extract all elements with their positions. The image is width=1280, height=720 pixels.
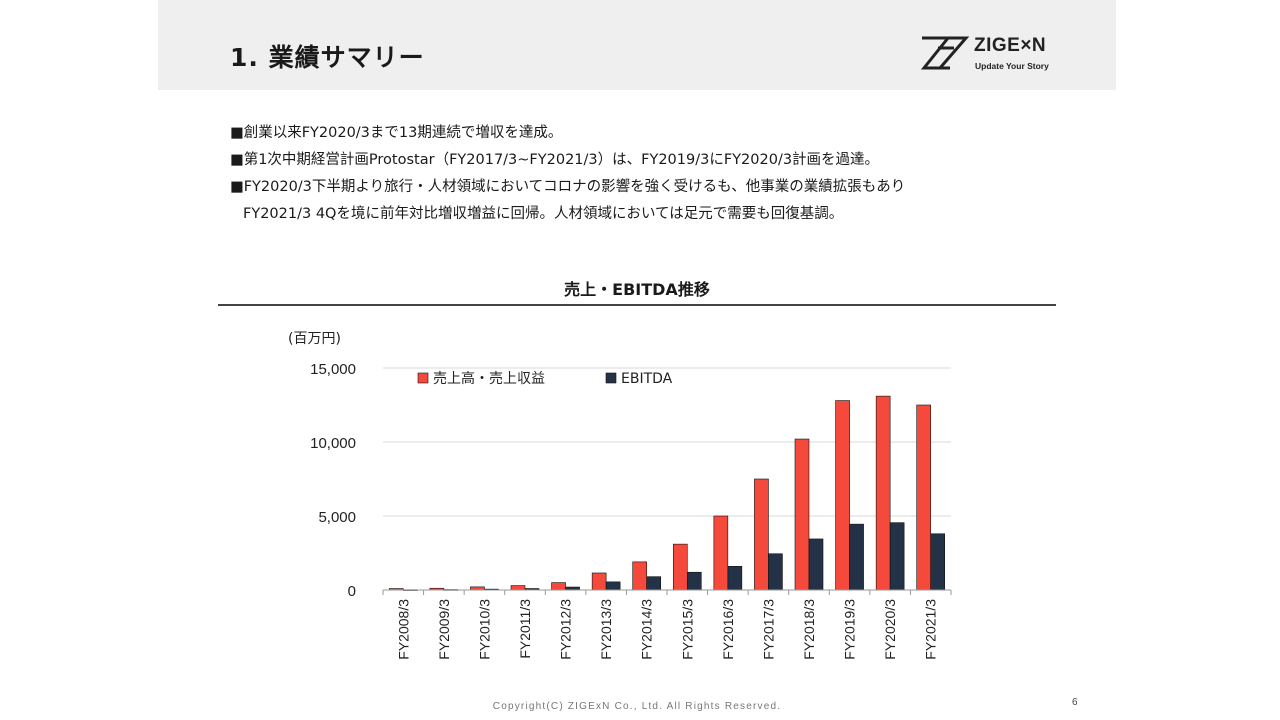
company-logo: ZIGE×N Update Your Story	[918, 34, 1058, 76]
ebitda-bar	[930, 533, 946, 591]
x-tick-label: FY2018/3	[801, 599, 817, 660]
x-tick-label: FY2008/3	[395, 599, 411, 660]
x-tick-label: FY2009/3	[436, 599, 452, 660]
x-tick-label: FY2015/3	[679, 599, 695, 660]
ebitda-bar	[768, 553, 783, 591]
revenue-ebitda-chart: (百万円) 0 5,000 10,000 15,000 FY2008/3 FY2009/3 F…	[288, 331, 952, 660]
x-tick-label: FY2017/3	[760, 599, 776, 660]
legend-label-revenue: 売上高・売上収益	[433, 370, 545, 387]
x-tick-label: FY2020/3	[882, 599, 898, 660]
chart-title: 売上・EBITDA推移	[564, 280, 710, 299]
revenue-bar	[591, 572, 607, 591]
legend-swatch-revenue	[417, 372, 429, 384]
x-tick-label: FY2012/3	[558, 599, 574, 660]
ebitda-bar	[605, 581, 621, 591]
revenue-bar	[916, 404, 932, 591]
ebitda-bar	[727, 566, 743, 591]
ebitda-bar	[849, 523, 864, 591]
chart-title-rule	[218, 304, 1056, 306]
ebitda-bar	[686, 571, 702, 591]
footer-copyright: Copyright(C) ZIGExN Co., Ltd. All Rights…	[492, 701, 782, 712]
slide: 1. 業績サマリー ZIGE×N Update Your Story ■創業以来…	[158, 0, 1116, 720]
header-bar: 1. 業績サマリー ZIGE×N Update Your Story	[158, 0, 1116, 90]
bullet-1: ■創業以来FY2020/3まで13期連続で増収を達成。	[230, 125, 563, 141]
revenue-bar	[713, 515, 729, 591]
y-tick-label: 15,000	[310, 361, 356, 378]
x-tick-label: FY2014/3	[639, 599, 655, 660]
ebitda-bar	[808, 538, 824, 591]
y-tick-label: 5,000	[318, 509, 356, 526]
revenue-bar	[875, 395, 891, 591]
bullet-3: ■FY2020/3下半期より旅行・人材領域においてコロナの影響を強く受けるも、他…	[230, 179, 906, 195]
summary-bullets: ■創業以来FY2020/3まで13期連続で増収を達成。 ■第1次中期経営計画Pr…	[230, 120, 905, 228]
page-title: 1. 業績サマリー	[230, 43, 425, 72]
ebitda-bar	[646, 576, 662, 591]
logo-tagline: Update Your Story	[975, 61, 1049, 71]
revenue-bar	[632, 561, 648, 591]
x-tick-label: FY2016/3	[720, 599, 736, 660]
revenue-bar	[754, 478, 769, 591]
page-number: 6	[1072, 697, 1078, 708]
x-tick-label: FY2013/3	[598, 599, 614, 660]
x-tick-label: FY2019/3	[842, 599, 858, 660]
zigexn-z-icon	[920, 36, 970, 70]
x-tick-label: FY2011/3	[517, 599, 533, 659]
legend-label-ebitda: EBITDA	[621, 371, 673, 387]
ebitda-bar	[889, 522, 905, 591]
logo-wordmark: ZIGE×N	[974, 35, 1047, 56]
x-tick-label: FY2021/3	[923, 599, 939, 660]
x-tick-label: FY2010/3	[476, 599, 492, 660]
y-tick-label: 10,000	[310, 435, 356, 452]
bullet-3-continued: FY2021/3 4Qを境に前年対比増収増益に回帰。人材領域においては足元で需要…	[243, 206, 844, 222]
y-tick-label: 0	[348, 583, 356, 600]
bullet-2: ■第1次中期経営計画Protostar（FY2017/3~FY2021/3）は、…	[230, 152, 880, 168]
revenue-bar	[510, 585, 526, 591]
revenue-bar	[794, 438, 810, 591]
revenue-bar	[551, 582, 566, 591]
legend-swatch-ebitda	[605, 372, 617, 384]
revenue-bar	[835, 400, 850, 591]
y-axis-unit-label: (百万円)	[288, 331, 341, 347]
revenue-bar	[672, 543, 688, 591]
